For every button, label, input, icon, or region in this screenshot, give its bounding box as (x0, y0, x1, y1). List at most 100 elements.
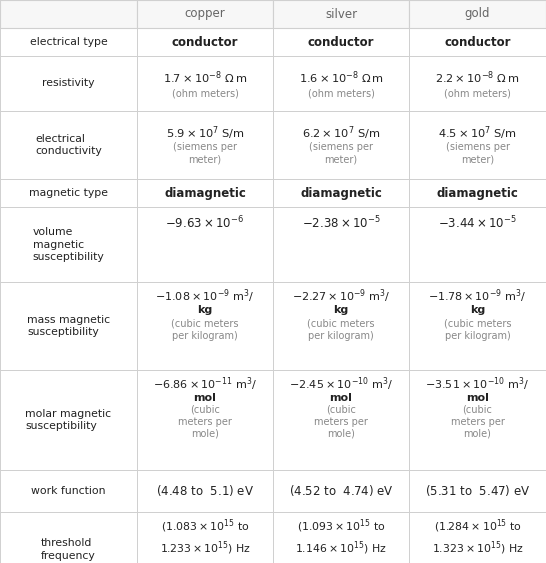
Bar (0, 0, 137, 28)
Bar (137, 512, 273, 563)
Bar (137, 111, 273, 179)
Bar (0, 207, 137, 282)
Text: diamagnetic: diamagnetic (164, 186, 246, 199)
Text: $(4.48$ to $\ 5.1)$ eV: $(4.48$ to $\ 5.1)$ eV (156, 484, 254, 498)
Text: work function: work function (31, 486, 106, 496)
Text: $1.7\times10^{-8}\ \Omega\,\mathrm{m}$: $1.7\times10^{-8}\ \Omega\,\mathrm{m}$ (163, 69, 247, 86)
Bar (137, 28, 273, 56)
Text: $-9.63\times10^{-6}$: $-9.63\times10^{-6}$ (165, 215, 245, 231)
Bar (273, 207, 409, 282)
Text: (ohm meters): (ohm meters) (171, 88, 239, 99)
Text: per kilogram): per kilogram) (308, 331, 374, 341)
Text: (cubic meters: (cubic meters (444, 319, 511, 329)
Text: meters per: meters per (314, 417, 368, 427)
Text: copper: copper (185, 7, 225, 20)
Text: $1.323\times10^{15})$ Hz: $1.323\times10^{15})$ Hz (432, 539, 523, 557)
Text: magnetic type: magnetic type (29, 188, 108, 198)
Text: (ohm meters): (ohm meters) (307, 88, 375, 99)
Bar (409, 370, 546, 470)
Text: molar magnetic
susceptibility: molar magnetic susceptibility (26, 409, 111, 431)
Bar (0, 179, 137, 207)
Bar (273, 0, 409, 28)
Bar (273, 470, 409, 512)
Text: $2.2\times10^{-8}\ \Omega\,\mathrm{m}$: $2.2\times10^{-8}\ \Omega\,\mathrm{m}$ (435, 69, 520, 86)
Text: resistivity: resistivity (42, 78, 95, 88)
Text: electrical type: electrical type (29, 37, 108, 47)
Text: (cubic meters: (cubic meters (171, 319, 239, 329)
Text: (siemens per
meter): (siemens per meter) (173, 142, 237, 164)
Bar (409, 512, 546, 563)
Text: meters per: meters per (178, 417, 232, 427)
Text: $-1.78\times10^{-9}\ \mathrm{m}^3/$: $-1.78\times10^{-9}\ \mathrm{m}^3/$ (428, 287, 527, 305)
Text: $-2.38\times10^{-5}$: $-2.38\times10^{-5}$ (301, 215, 381, 231)
Bar (409, 0, 546, 28)
Bar (409, 207, 546, 282)
Text: electrical
conductivity: electrical conductivity (35, 134, 102, 156)
Text: mass magnetic
susceptibility: mass magnetic susceptibility (27, 315, 110, 337)
Bar (0, 28, 137, 56)
Text: conductor: conductor (172, 35, 238, 48)
Text: silver: silver (325, 7, 357, 20)
Bar (137, 470, 273, 512)
Bar (0, 370, 137, 470)
Bar (409, 470, 546, 512)
Text: kg: kg (470, 305, 485, 315)
Text: threshold
frequency: threshold frequency (41, 538, 96, 561)
Text: gold: gold (465, 7, 490, 20)
Text: $-3.44\times10^{-5}$: $-3.44\times10^{-5}$ (438, 215, 517, 231)
Text: $-2.27\times10^{-9}\ \mathrm{m}^3/$: $-2.27\times10^{-9}\ \mathrm{m}^3/$ (292, 287, 390, 305)
Text: (ohm meters): (ohm meters) (444, 88, 511, 99)
Bar (409, 282, 546, 370)
Bar (273, 111, 409, 179)
Text: $1.146\times10^{15})$ Hz: $1.146\times10^{15})$ Hz (295, 539, 387, 557)
Text: mole): mole) (191, 429, 219, 439)
Text: conductor: conductor (308, 35, 374, 48)
Text: kg: kg (334, 305, 349, 315)
Bar (273, 0, 409, 28)
Text: (siemens per
meter): (siemens per meter) (446, 142, 509, 164)
Bar (409, 56, 546, 111)
Text: $-2.45\times10^{-10}\ \mathrm{m}^3/$: $-2.45\times10^{-10}\ \mathrm{m}^3/$ (289, 375, 393, 392)
Text: conductor: conductor (444, 35, 511, 48)
Bar (273, 179, 409, 207)
Text: $1.233\times10^{15})$ Hz: $1.233\times10^{15})$ Hz (159, 539, 251, 557)
Bar (273, 512, 409, 563)
Text: (cubic meters: (cubic meters (307, 319, 375, 329)
Text: (cubic: (cubic (462, 405, 492, 415)
Text: (cubic: (cubic (190, 405, 220, 415)
Bar (137, 207, 273, 282)
Bar (409, 28, 546, 56)
Text: per kilogram): per kilogram) (172, 331, 238, 341)
Text: mole): mole) (464, 429, 491, 439)
Text: $-3.51\times10^{-10}\ \mathrm{m}^3/$: $-3.51\times10^{-10}\ \mathrm{m}^3/$ (425, 375, 530, 392)
Text: mole): mole) (327, 429, 355, 439)
Text: $6.2\times10^{7}\ \mathrm{S/m}$: $6.2\times10^{7}\ \mathrm{S/m}$ (302, 124, 380, 142)
Text: meters per: meters per (450, 417, 505, 427)
Bar (137, 179, 273, 207)
Text: $(5.31$ to $\ 5.47)$ eV: $(5.31$ to $\ 5.47)$ eV (425, 484, 530, 498)
Bar (409, 111, 546, 179)
Text: $4.5\times10^{7}\ \mathrm{S/m}$: $4.5\times10^{7}\ \mathrm{S/m}$ (438, 124, 517, 142)
Text: mol: mol (330, 393, 352, 403)
Text: $(1.083\times10^{15}$ to: $(1.083\times10^{15}$ to (161, 517, 250, 535)
Bar (0, 111, 137, 179)
Text: $(1.093\times10^{15}$ to: $(1.093\times10^{15}$ to (296, 517, 385, 535)
Bar (0, 0, 137, 28)
Text: mol: mol (194, 393, 216, 403)
Bar (137, 282, 273, 370)
Text: kg: kg (197, 305, 212, 315)
Bar (273, 370, 409, 470)
Bar (273, 56, 409, 111)
Bar (137, 0, 273, 28)
Text: (siemens per
meter): (siemens per meter) (309, 142, 373, 164)
Text: volume
magnetic
susceptibility: volume magnetic susceptibility (33, 227, 104, 262)
Bar (137, 0, 273, 28)
Text: $-6.86\times10^{-11}\ \mathrm{m}^3/$: $-6.86\times10^{-11}\ \mathrm{m}^3/$ (153, 375, 257, 392)
Text: diamagnetic: diamagnetic (300, 186, 382, 199)
Bar (273, 282, 409, 370)
Bar (273, 28, 409, 56)
Text: $1.6\times10^{-8}\ \Omega\,\mathrm{m}$: $1.6\times10^{-8}\ \Omega\,\mathrm{m}$ (299, 69, 383, 86)
Text: (cubic: (cubic (326, 405, 356, 415)
Text: mol: mol (466, 393, 489, 403)
Bar (137, 370, 273, 470)
